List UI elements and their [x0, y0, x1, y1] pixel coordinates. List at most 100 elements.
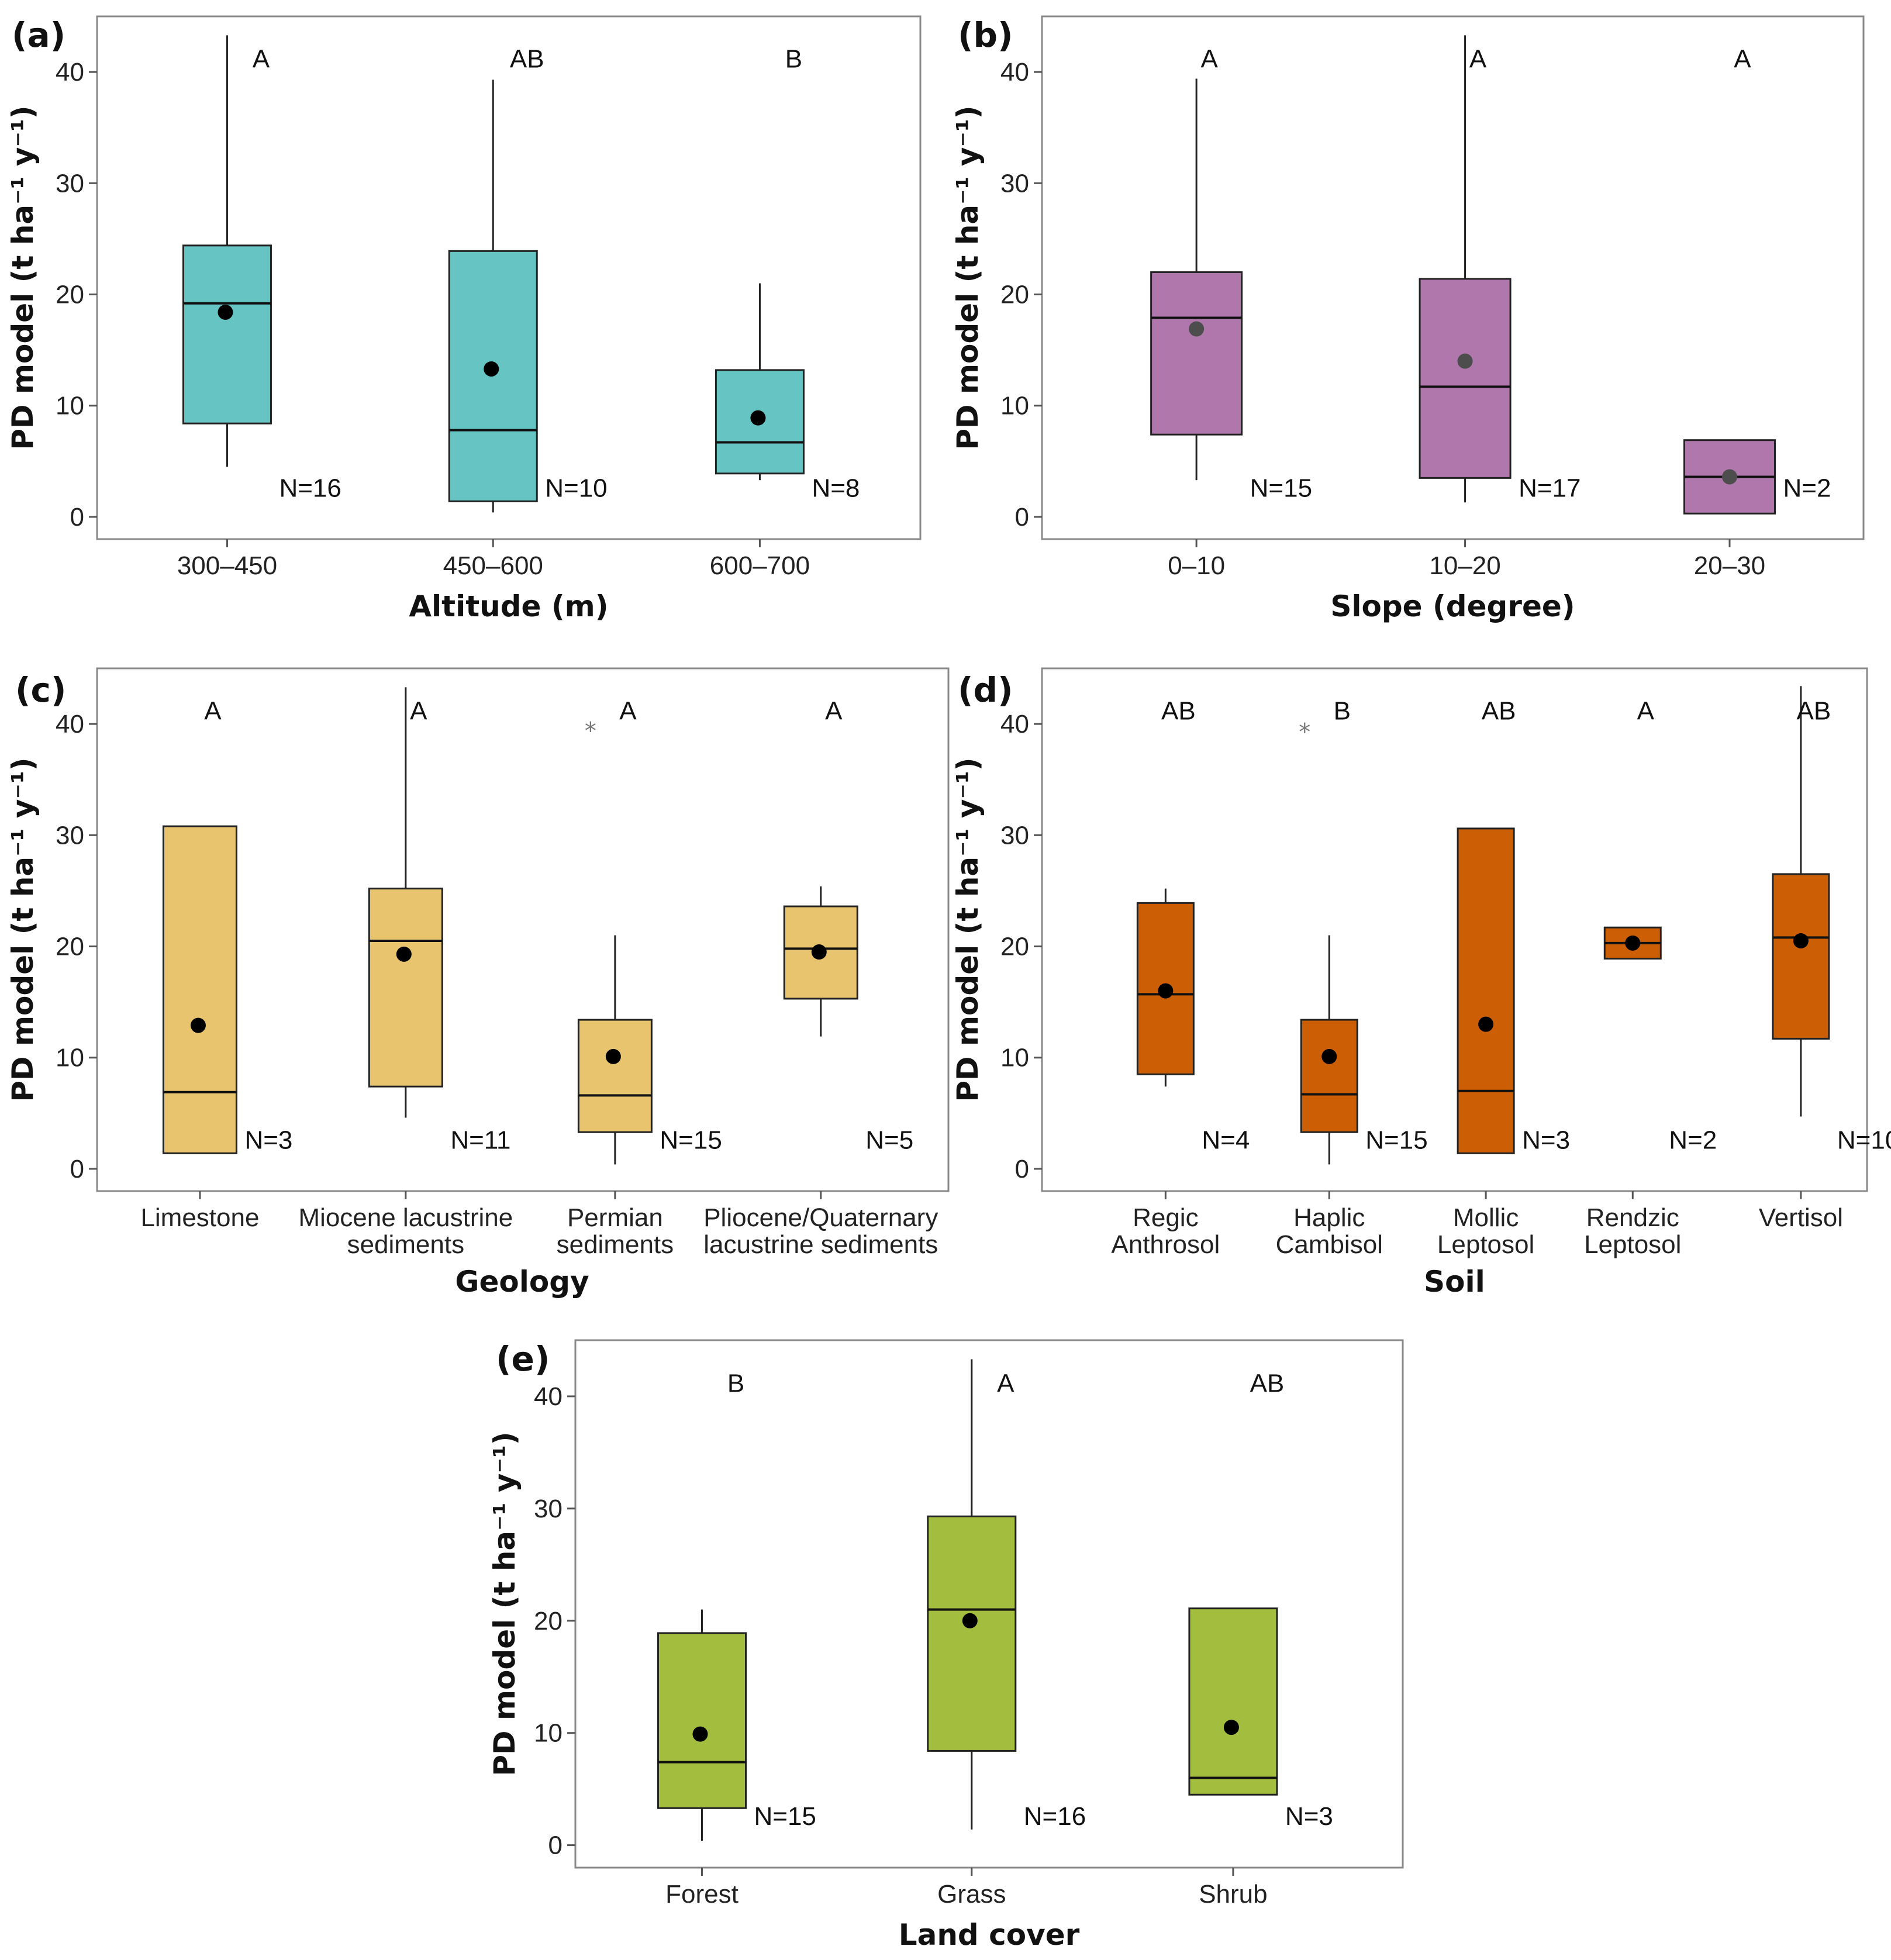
plot-frame: [574, 1339, 1404, 1869]
significance-letter: AB: [1482, 696, 1516, 725]
panel-label: (c): [15, 670, 66, 710]
mean-point: [1189, 321, 1205, 337]
y-tick-label: 0: [1015, 1155, 1029, 1183]
category-0: AB N=4 Regic Anthrosol: [1111, 696, 1250, 1259]
y-axis-title: PD model (t ha⁻¹ y⁻¹): [6, 757, 40, 1102]
y-axis-title: PD model (t ha⁻¹ y⁻¹): [951, 757, 985, 1102]
box: [927, 1515, 1017, 1752]
x-tick-label-line: 450–600: [443, 551, 543, 580]
x-tick-label-line: Haplic: [1293, 1203, 1365, 1232]
y-tick-label: 0: [70, 503, 84, 532]
category-1: A N=17 10–20: [1419, 35, 1581, 580]
panel-c: (c) 0 10 20 30 40 PD model (t ha⁻¹ y⁻¹) A N=3 Lim…: [6, 667, 950, 1299]
n-label: N=3: [244, 1126, 292, 1155]
x-tick-label: 600–700: [710, 551, 810, 580]
y-tick-label: 40: [1000, 710, 1029, 739]
x-axis-title: Slope (degree): [1330, 589, 1575, 623]
x-tick-label-line: 20–30: [1694, 551, 1765, 580]
box: [1457, 827, 1515, 1154]
panel-label: (d): [958, 670, 1013, 710]
n-label: N=10: [545, 474, 607, 503]
x-tick-label: 300–450: [177, 551, 277, 580]
x-tick-label: Rendzic Leptosol: [1584, 1203, 1681, 1259]
significance-letter: AB: [510, 44, 544, 73]
y-axis-title: PD model (t ha⁻¹ y⁻¹): [951, 105, 985, 450]
y-tick-label: 0: [1015, 503, 1029, 532]
box: [783, 905, 858, 1000]
n-label: N=15: [1250, 474, 1312, 503]
significance-letter: AB: [1250, 1369, 1285, 1397]
n-label: N=16: [1024, 1802, 1086, 1831]
y-tick-label: 20: [534, 1607, 563, 1635]
x-tick-label-line: Leptosol: [1437, 1230, 1534, 1259]
mean-point: [1321, 1048, 1337, 1064]
category-1: A N=16 Grass: [927, 1359, 1086, 1909]
x-tick-label: Haplic Cambisol: [1276, 1203, 1383, 1259]
n-label: N=3: [1522, 1126, 1570, 1155]
x-tick-label: Regic Anthrosol: [1111, 1203, 1220, 1259]
category-1: * B N=15 Haplic Cambisol: [1276, 696, 1428, 1259]
y-tick-label: 10: [1000, 392, 1029, 420]
box: [1300, 1019, 1358, 1133]
n-label: N=3: [1285, 1802, 1333, 1831]
x-axis-title: Geology: [455, 1265, 589, 1299]
significance-letter: B: [1334, 696, 1351, 725]
box: [657, 1632, 747, 1809]
plot-frame: [1041, 15, 1865, 540]
panel-a: (a) 0 10 20 30 40 PD model (t ha⁻¹ y⁻¹) A N=16 30…: [6, 15, 922, 623]
mean-point: [1478, 1016, 1494, 1032]
y-tick-label: 40: [56, 58, 84, 87]
significance-letter: A: [619, 696, 637, 725]
x-tick-label-line: Rendzic: [1586, 1203, 1679, 1232]
x-tick-label: Grass: [937, 1880, 1006, 1909]
n-label: N=4: [1202, 1126, 1250, 1155]
y-tick-label: 20: [56, 933, 84, 961]
n-label: N=10: [1837, 1126, 1891, 1155]
box: [1150, 271, 1243, 436]
mean-point: [1721, 469, 1737, 485]
n-label: N=11: [450, 1126, 510, 1155]
x-tick-label: Vertisol: [1759, 1203, 1843, 1232]
mean-point: [962, 1613, 978, 1628]
n-label: N=15: [754, 1802, 816, 1831]
n-label: N=8: [812, 474, 860, 503]
significance-letter: AB: [1797, 696, 1831, 725]
y-axis-title: PD model (t ha⁻¹ y⁻¹): [488, 1431, 522, 1776]
category-2: AB N=3 Shrub: [1188, 1369, 1333, 1909]
x-tick-label: Shrub: [1199, 1880, 1267, 1909]
significance-letter: A: [1734, 44, 1751, 73]
x-axis-title: Land cover: [899, 1918, 1080, 1952]
y-tick-label: 40: [1000, 58, 1029, 87]
mean-point: [605, 1048, 621, 1064]
x-tick-label-line: Mollic: [1453, 1203, 1519, 1232]
x-tick-label-line: 0–10: [1168, 551, 1225, 580]
panel-e: (e) 0 10 20 30 40 PD model (t ha⁻¹ y⁻¹) B N=15 Fo…: [488, 1339, 1404, 1952]
x-tick-label: 10–20: [1429, 551, 1500, 580]
x-tick-label: Miocene lacustrine sediments: [298, 1203, 513, 1259]
category-2: B N=8 600–700: [710, 44, 860, 580]
x-tick-label: Pliocene/Quaternary lacustrine sediments: [703, 1203, 938, 1259]
x-tick-label-line: Anthrosol: [1111, 1230, 1220, 1259]
x-tick-label-line: Limestone: [140, 1203, 259, 1232]
x-tick-label: 0–10: [1168, 551, 1225, 580]
y-tick-label: 10: [56, 392, 84, 420]
category-0: B N=15 Forest: [657, 1369, 816, 1909]
x-tick-label-line: Regic: [1133, 1203, 1199, 1232]
n-label: N=15: [660, 1126, 722, 1155]
category-2: * A N=15 Permian sediments: [557, 696, 722, 1259]
y-tick-label: 30: [534, 1495, 563, 1523]
mean-point: [190, 1017, 206, 1033]
y-tick-label: 40: [534, 1382, 563, 1411]
y-tick-label: 40: [56, 710, 84, 739]
panel-label: (a): [12, 15, 65, 55]
category-4: AB N=10 Vertisol: [1759, 686, 1891, 1232]
n-label: N=5: [865, 1126, 913, 1155]
x-tick-label-line: Miocene lacustrine: [298, 1203, 513, 1232]
y-tick-label: 10: [56, 1044, 84, 1072]
box: [1419, 278, 1512, 479]
significance-letter: A: [997, 1369, 1014, 1397]
n-label: N=2: [1669, 1126, 1717, 1155]
mean-point: [1793, 933, 1809, 949]
x-tick-label: Forest: [665, 1880, 739, 1909]
x-tick-label: Permian sediments: [557, 1203, 674, 1259]
